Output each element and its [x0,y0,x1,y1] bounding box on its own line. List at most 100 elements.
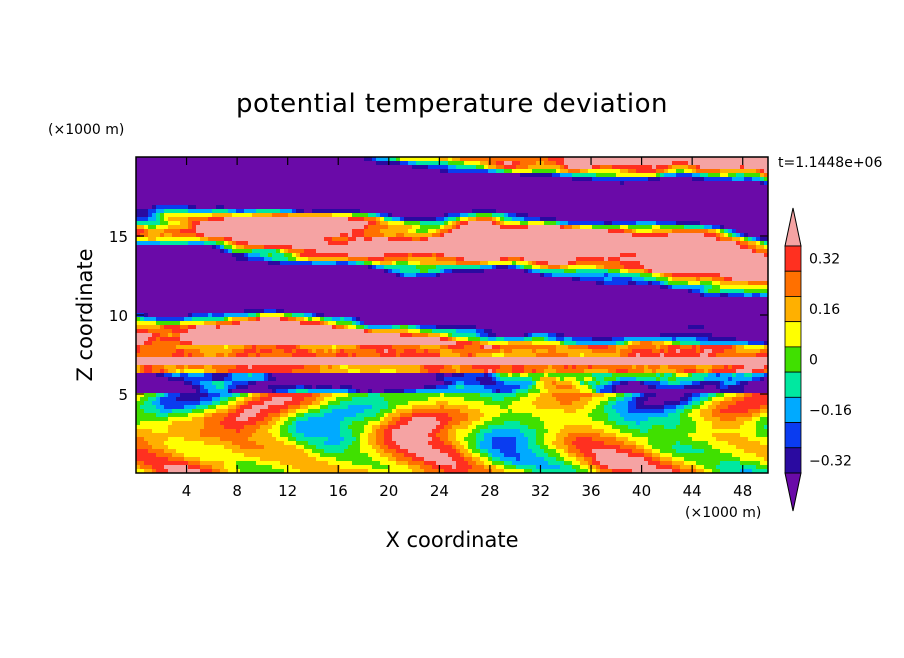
field-cell [216,405,229,410]
field-cell [612,337,625,342]
field-cell [360,317,768,322]
field-cell [392,409,397,414]
field-cell [140,405,157,410]
field-cell [560,341,565,346]
field-cell [412,165,429,170]
field-cell [700,409,713,414]
field-cell [236,429,241,434]
field-cell [596,377,605,382]
field-cell [504,453,521,458]
field-cell [180,333,401,338]
field-cell [392,269,401,274]
field-cell [256,441,285,446]
field-cell [576,385,589,390]
field-cell [252,433,273,438]
field-cell [752,369,765,374]
field-cell [436,217,445,222]
field-cell [368,437,377,442]
field-cell [336,349,341,354]
field-cell [224,425,245,430]
field-cell [188,313,193,318]
field-cell [720,381,725,386]
field-cell [684,461,697,466]
field-cell [624,441,637,446]
field-cell [720,401,737,406]
field-cell [664,409,677,414]
field-cell [136,369,141,374]
field-cell [156,453,173,458]
field-cell [148,225,157,230]
field-cell [152,465,165,470]
x-tick-label: 32 [531,482,550,500]
field-cell [188,329,365,334]
field-cell [236,417,249,422]
field-cell [364,429,373,434]
x-axis-label: X coordinate [385,528,518,552]
field-cell [340,401,389,406]
field-cell [156,317,185,322]
field-cell [248,393,253,398]
field-cell [344,417,365,422]
field-cell [400,425,437,430]
field-cell [712,285,721,290]
field-cell [700,289,705,294]
field-cell [616,349,621,354]
field-cell [716,437,749,442]
field-cell [328,349,333,354]
field-cell [512,389,517,394]
field-cell [408,401,437,406]
field-cell [316,353,337,358]
field-cell [452,457,465,462]
field-cell [456,261,481,266]
field-cell [508,341,533,346]
field-cell [564,377,577,382]
field-cell [156,225,169,230]
field-cell [356,389,361,394]
field-cell [268,429,281,434]
field-cell [596,385,605,390]
field-cell [136,405,141,410]
field-cell [552,173,561,178]
field-cell [232,253,245,258]
field-cell [360,389,369,394]
field-cell [744,397,768,402]
field-cell [196,233,205,238]
field-cell [456,337,469,342]
field-cell [528,393,541,398]
field-cell [596,465,601,470]
field-cell [500,389,513,394]
field-cell [420,325,437,330]
field-cell [692,169,697,174]
field-cell [620,381,629,386]
field-cell [760,177,765,182]
y-unit-label: (×1000 m) [48,122,124,138]
field-cell [720,373,733,378]
field-cell [488,333,497,338]
field-cell [408,329,421,334]
field-cell [612,385,617,390]
field-cell [548,349,557,354]
field-cell [612,389,617,394]
field-cell [336,397,353,402]
field-cell [324,313,768,318]
y-tick-label: 10 [109,307,128,325]
field-cell [444,253,621,258]
field-cell [440,225,445,230]
field-cell [500,257,509,262]
field-cell [136,297,768,302]
field-cell [340,465,373,470]
field-cell [404,233,433,238]
field-cell [464,445,469,450]
field-cell [688,413,701,418]
field-cell [200,385,205,390]
field-cell [692,393,701,398]
field-cell [544,385,557,390]
field-cell [488,341,509,346]
field-cell [384,417,393,422]
field-cell [384,217,393,222]
field-cell [516,465,537,470]
field-cell [532,377,541,382]
field-cell [288,389,297,394]
field-cell [640,341,653,346]
field-cell [636,353,641,358]
